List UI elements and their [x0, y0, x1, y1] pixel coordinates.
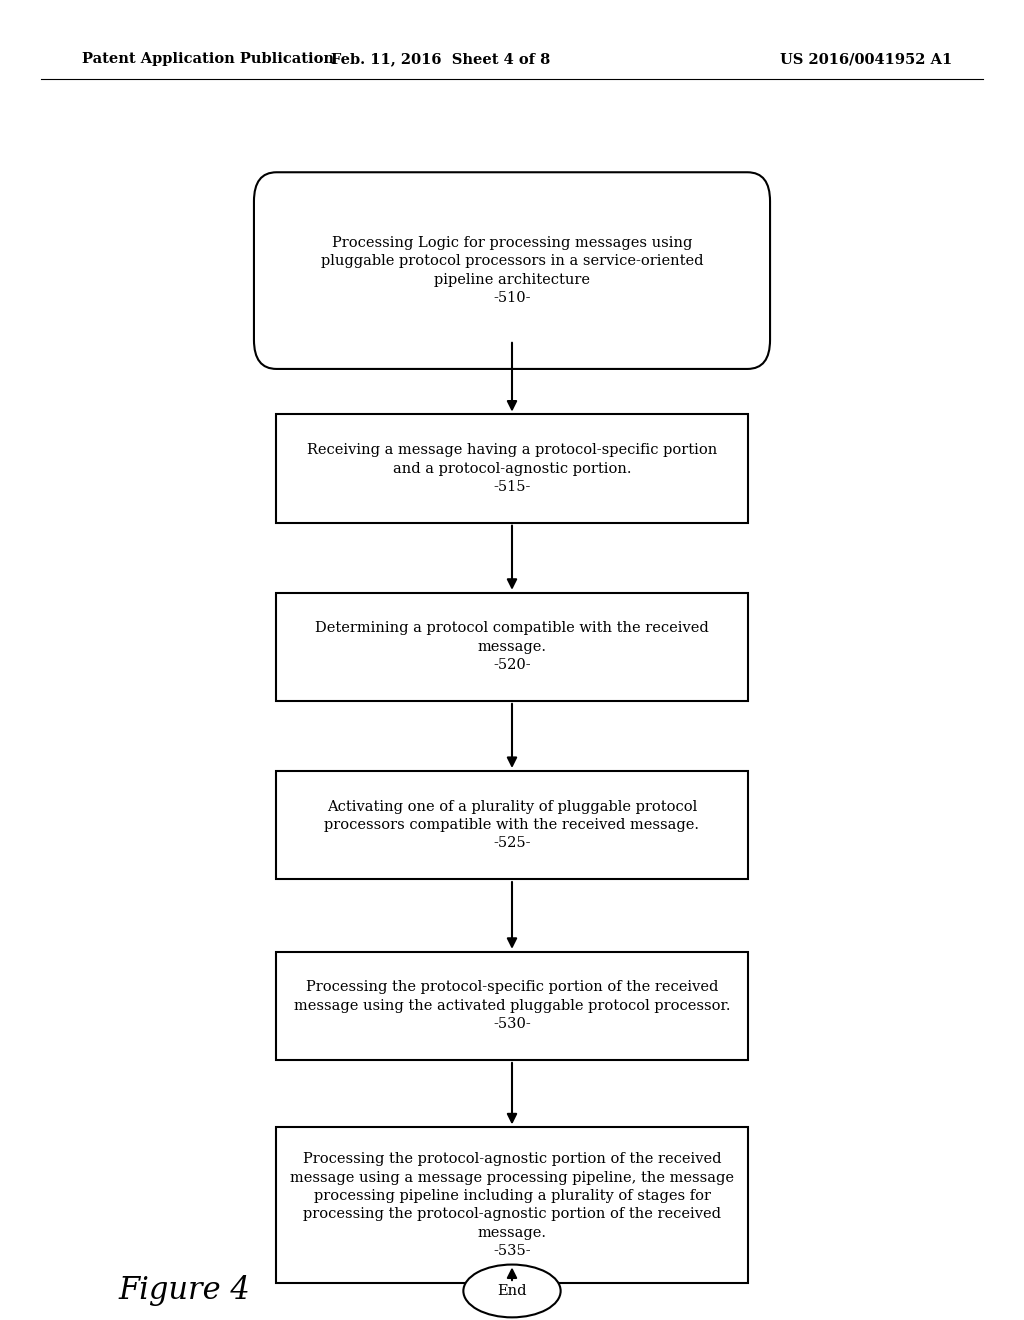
Text: Feb. 11, 2016  Sheet 4 of 8: Feb. 11, 2016 Sheet 4 of 8	[331, 53, 550, 66]
Text: Figure 4: Figure 4	[119, 1275, 250, 1307]
Text: Processing the protocol-agnostic portion of the received
message using a message: Processing the protocol-agnostic portion…	[290, 1152, 734, 1258]
Text: US 2016/0041952 A1: US 2016/0041952 A1	[780, 53, 952, 66]
FancyBboxPatch shape	[276, 952, 748, 1060]
Text: Processing the protocol-specific portion of the received
message using the activ: Processing the protocol-specific portion…	[294, 981, 730, 1031]
Ellipse shape	[463, 1265, 561, 1317]
Text: Patent Application Publication: Patent Application Publication	[82, 53, 334, 66]
Text: Receiving a message having a protocol-specific portion
and a protocol-agnostic p: Receiving a message having a protocol-sp…	[307, 444, 717, 494]
FancyBboxPatch shape	[254, 172, 770, 368]
FancyBboxPatch shape	[276, 414, 748, 523]
FancyBboxPatch shape	[276, 771, 748, 879]
Text: Determining a protocol compatible with the received
message.
-520-: Determining a protocol compatible with t…	[315, 622, 709, 672]
Text: End: End	[498, 1284, 526, 1298]
Text: Activating one of a plurality of pluggable protocol
processors compatible with t: Activating one of a plurality of pluggab…	[325, 800, 699, 850]
Text: Processing Logic for processing messages using
pluggable protocol processors in : Processing Logic for processing messages…	[321, 236, 703, 305]
FancyBboxPatch shape	[276, 593, 748, 701]
FancyBboxPatch shape	[276, 1127, 748, 1283]
